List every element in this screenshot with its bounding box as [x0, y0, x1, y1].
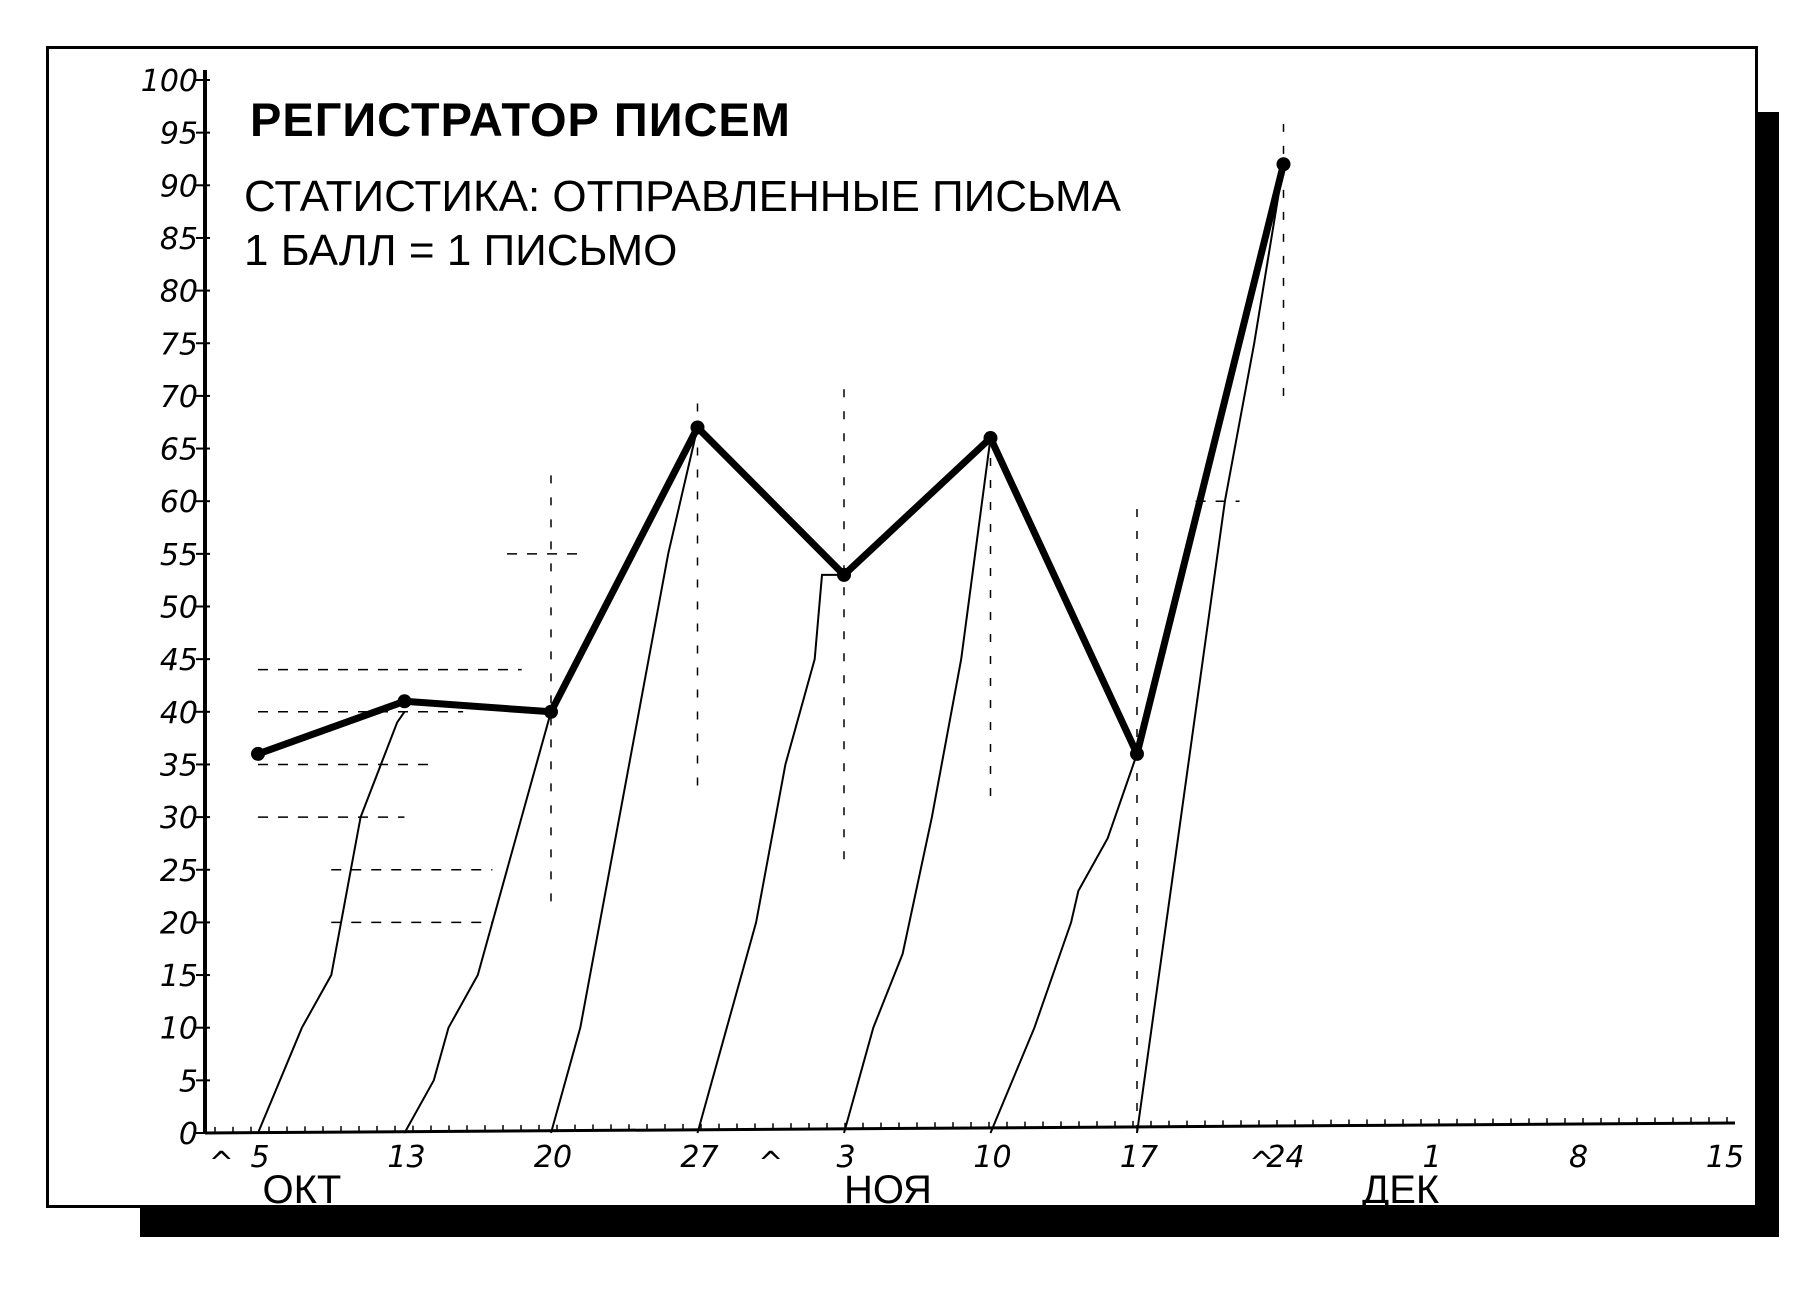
month-label: ДЕК: [1362, 1168, 1440, 1212]
x-tick-label: 20: [534, 1140, 572, 1175]
y-tick-label: 95: [160, 117, 198, 152]
x-tick-label: 1: [1422, 1140, 1441, 1175]
subtitle-line-2: 1 БАЛЛ = 1 ПИСЬМО: [244, 226, 678, 275]
chart-title: РЕГИСТРАТОР ПИСЕМ: [250, 93, 791, 146]
x-tick-label: 17: [1120, 1140, 1158, 1175]
data-point: [397, 694, 412, 709]
x-tick-label: 3: [836, 1140, 855, 1175]
weekly-curve: [1136, 164, 1285, 1134]
data-point: [251, 746, 265, 761]
chart-frame: [46, 46, 1758, 1208]
chart-subtitle: СТАТИСТИКА: ОТПРАВЛЕННЫЕ ПИСЬМА 1 БАЛЛ =…: [244, 170, 1121, 278]
data-point: [690, 420, 705, 435]
weekly-curve: [843, 437, 992, 1134]
y-tick-label: 90: [160, 169, 198, 204]
data-point: [983, 431, 998, 446]
data-point: [837, 567, 851, 582]
y-tick-label: 35: [160, 748, 198, 783]
y-tick-label: 80: [160, 275, 198, 310]
y-tick-label: 40: [160, 696, 198, 731]
data-point: [1276, 157, 1291, 172]
weekly-curve: [989, 753, 1138, 1134]
y-tick-label: 45: [160, 643, 198, 678]
y-tick-label: 65: [160, 433, 198, 468]
subtitle-line-1: СТАТИСТИКА: ОТПРАВЛЕННЫЕ ПИСЬМА: [244, 172, 1121, 221]
y-tick-label: 30: [160, 801, 198, 836]
series-line: [256, 163, 1287, 758]
month-caret: ^: [209, 1146, 234, 1181]
data-point: [1130, 746, 1144, 761]
weekly-curve: [550, 427, 699, 1134]
y-tick-label: 75: [160, 327, 198, 362]
y-tick-label: 20: [160, 906, 198, 941]
x-axis: [204, 1121, 1736, 1135]
month-label: ОКТ: [263, 1168, 342, 1212]
y-tick-label: 55: [160, 538, 198, 573]
frame-shadow-right: [1757, 112, 1779, 1237]
x-tick-label: 27: [680, 1140, 718, 1175]
month-caret: ^: [1249, 1146, 1274, 1181]
month-caret: ^: [758, 1146, 783, 1181]
y-tick-label: 60: [160, 485, 198, 520]
y-tick-label: 50: [160, 591, 198, 626]
y-tick-label: 5: [179, 1064, 198, 1099]
weekly-curve: [257, 711, 406, 1134]
y-tick-label: 25: [160, 854, 198, 889]
x-tick-label: 15: [1706, 1140, 1744, 1175]
frame-shadow-bottom: [140, 1207, 1777, 1237]
data-point: [544, 704, 558, 719]
y-tick-label: 15: [160, 959, 198, 994]
x-tick-label: 5: [250, 1140, 269, 1175]
month-label: НОЯ: [844, 1168, 932, 1212]
x-tick-label: 8: [1569, 1140, 1588, 1175]
weekly-curve: [403, 711, 552, 1134]
x-tick-label: 13: [387, 1140, 425, 1175]
y-tick-label: 10: [160, 1012, 198, 1047]
weekly-curve: [696, 573, 844, 1134]
x-tick-label: 24: [1266, 1140, 1304, 1175]
y-tick-label: 70: [160, 380, 198, 415]
y-tick-label: 0: [179, 1117, 198, 1152]
y-tick-label: 100: [141, 64, 198, 99]
x-tick-label: 10: [973, 1140, 1011, 1175]
y-tick-label: 85: [160, 222, 198, 257]
